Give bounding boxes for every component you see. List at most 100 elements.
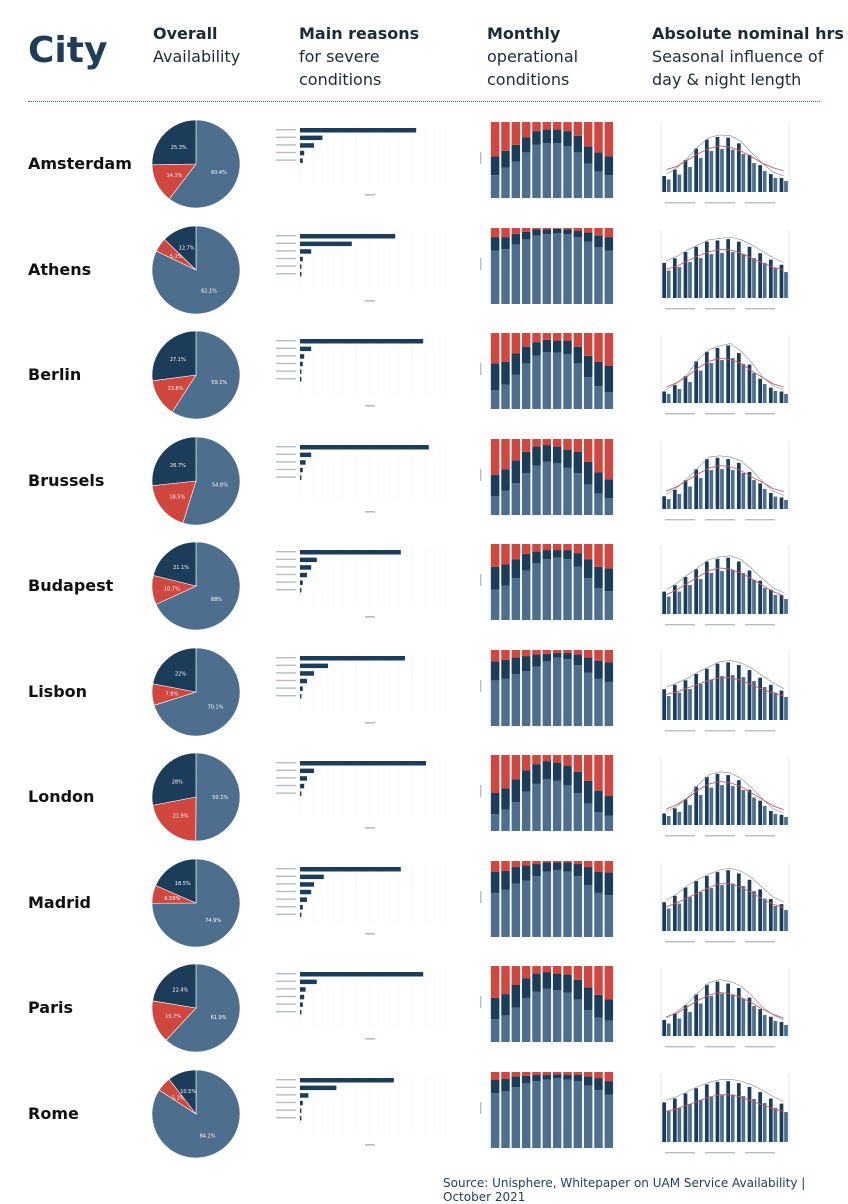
- monthly-bar-severe: [604, 544, 614, 569]
- monthly-bar-moderate: [532, 863, 541, 876]
- monthly-y-label: [480, 996, 482, 1008]
- pie-label: 68%: [211, 597, 222, 603]
- dn-bar-day: [715, 239, 720, 298]
- dn-bar-day: [747, 246, 752, 298]
- reason-tick-label: [276, 777, 296, 779]
- monthly-bar-moderate: [542, 972, 552, 989]
- reason-bar: [300, 241, 352, 246]
- monthly-bar-moderate: [573, 451, 583, 473]
- monthly-bar-severe: [521, 227, 531, 232]
- reasons-axis-label: [365, 1038, 375, 1040]
- monthly-bar-good: [552, 657, 562, 726]
- dn-bar-night: [784, 271, 788, 298]
- dn-bar-day: [726, 1080, 731, 1142]
- dn-bar-day: [779, 814, 784, 825]
- nominal-hours-chart: [660, 546, 790, 626]
- monthly-bar-moderate: [583, 232, 593, 242]
- reason-bar: [300, 361, 303, 367]
- dn-bar-night: [730, 786, 735, 825]
- dn-bar-night: [784, 817, 788, 825]
- dn-bar-day: [662, 1101, 667, 1142]
- reason-bar: [300, 1092, 309, 1098]
- monthly-bar-severe: [583, 333, 593, 356]
- monthly-bar-severe: [490, 649, 500, 661]
- dn-bar-night: [730, 995, 735, 1036]
- col-title: Main reasons: [299, 24, 420, 43]
- monthly-bar-good: [552, 232, 562, 304]
- dn-legend-item: [745, 1151, 775, 1153]
- reason-bar: [300, 128, 417, 133]
- monthly-bar-severe: [583, 122, 593, 147]
- monthly-bar-moderate: [552, 862, 562, 870]
- dn-bar-day: [715, 558, 720, 614]
- reason-tick-label: [276, 867, 296, 869]
- monthly-bar-moderate: [563, 974, 572, 993]
- monthly-bar-good: [542, 352, 552, 409]
- monthly-bar-good: [521, 791, 531, 831]
- reason-tick-label: [276, 468, 296, 470]
- monthly-bar-severe: [594, 333, 603, 362]
- monthly-bar-good: [532, 666, 541, 726]
- monthly-bar-moderate: [594, 994, 603, 1018]
- reason-tick-label: [276, 656, 296, 658]
- dn-bar-night: [698, 1003, 703, 1036]
- monthly-bar-moderate: [573, 979, 583, 1000]
- reason-bar: [300, 670, 314, 676]
- dn-bar-night: [752, 580, 756, 614]
- pie-slice: [152, 541, 197, 587]
- city-name: Budapest: [28, 576, 114, 595]
- dn-bar-night: [752, 797, 756, 825]
- dn-legend-item: [665, 307, 695, 309]
- reason-tick-label: [276, 1011, 296, 1013]
- monthly-bar-severe: [532, 649, 541, 655]
- monthly-bar-moderate: [583, 355, 593, 378]
- dn-bar-day: [672, 808, 677, 825]
- page-title: City: [28, 30, 108, 71]
- dn-bar-day: [704, 458, 709, 509]
- dn-bar-night: [762, 1102, 767, 1142]
- dn-bar-night: [720, 675, 724, 720]
- dn-bar-night: [666, 498, 671, 509]
- monthly-bar-severe: [490, 860, 500, 872]
- reason-tick-label: [276, 769, 296, 771]
- monthly-stacked-chart: [480, 755, 614, 831]
- monthly-bar-good: [552, 990, 562, 1042]
- pie-label: 61.9%: [211, 1015, 227, 1021]
- reason-bar: [300, 444, 429, 449]
- monthly-bar-good: [511, 883, 521, 937]
- reason-tick-label: [276, 151, 296, 154]
- reason-tick-label: [276, 445, 296, 447]
- dn-bar-day: [758, 888, 763, 931]
- dn-bar-day: [694, 1087, 699, 1142]
- monthly-bar-moderate: [511, 779, 521, 803]
- monthly-bar-severe: [511, 122, 521, 145]
- monthly-bar-moderate: [573, 346, 583, 364]
- monthly-bar-severe: [573, 438, 583, 452]
- monthly-bar-moderate: [521, 137, 531, 153]
- reason-tick-label: [276, 882, 296, 885]
- dn-bar-night: [688, 1103, 692, 1142]
- dn-bar-day: [704, 875, 709, 931]
- dn-bar-night: [698, 158, 703, 192]
- pie-label: 5.3%: [172, 1095, 185, 1101]
- monthly-bar-severe: [573, 1071, 583, 1075]
- dn-bar-night: [688, 382, 692, 403]
- monthly-bar-good: [521, 570, 531, 620]
- monthly-bar-severe: [521, 860, 531, 866]
- monthly-y-label: [480, 574, 482, 586]
- monthly-bar-good: [501, 384, 510, 409]
- monthly-bar-severe: [604, 860, 614, 872]
- reason-tick-label: [276, 1093, 296, 1096]
- dn-bar-night: [762, 686, 767, 720]
- monthly-bar-moderate: [594, 1077, 603, 1090]
- reason-tick-label: [276, 913, 296, 915]
- reason-tick-label: [276, 378, 296, 380]
- monthly-bar-good: [490, 814, 500, 831]
- dn-bar-day: [683, 479, 688, 509]
- monthly-bar-good: [532, 783, 541, 831]
- monthly-bar-moderate: [573, 654, 583, 665]
- monthly-bar-moderate: [542, 229, 552, 234]
- reason-bar: [300, 693, 302, 698]
- monthly-stacked-chart: [480, 649, 614, 726]
- monthly-bar-moderate: [604, 796, 614, 816]
